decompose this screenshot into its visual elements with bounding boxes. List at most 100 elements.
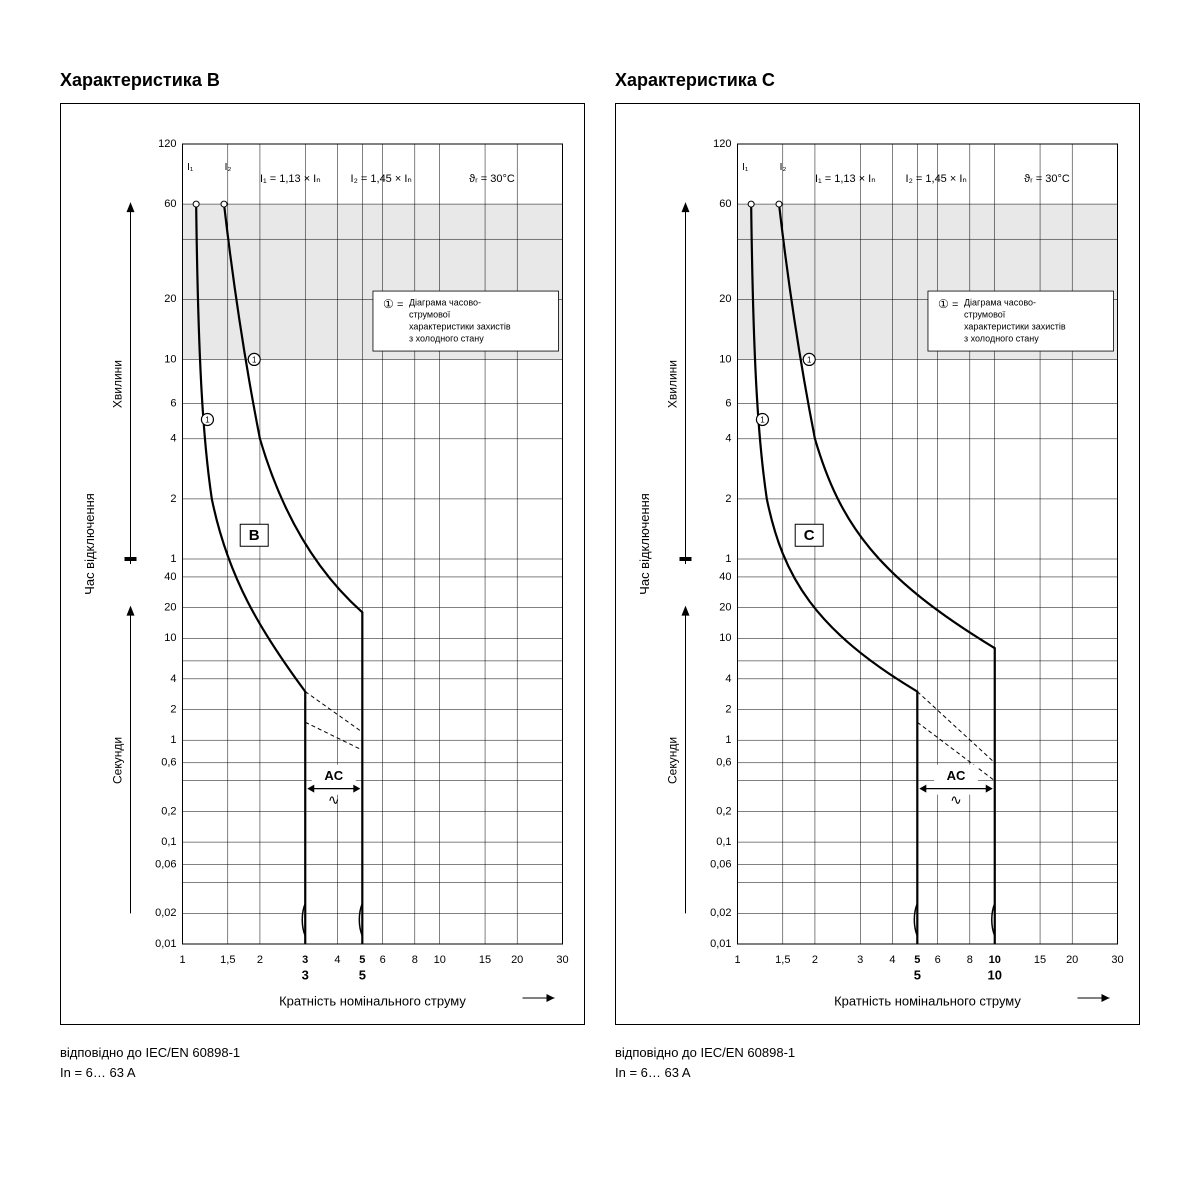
footer-range: In = 6… 63 A [615, 1063, 1140, 1083]
svg-text:40: 40 [719, 571, 731, 583]
svg-text:I₂ = 1,45 × Iₙ: I₂ = 1,45 × Iₙ [351, 173, 412, 185]
svg-text:0,1: 0,1 [716, 836, 731, 848]
panel-footer: відповідно до IEC/EN 60898-1In = 6… 63 A [615, 1043, 1140, 1082]
svg-text:1: 1 [170, 553, 176, 565]
svg-text:0,01: 0,01 [710, 938, 731, 950]
svg-text:4: 4 [334, 954, 340, 966]
svg-text:20: 20 [164, 602, 176, 614]
svg-text:ϑᵣ = 30°C: ϑᵣ = 30°C [1024, 173, 1070, 185]
svg-text:1: 1 [725, 553, 731, 565]
svg-text:15: 15 [479, 954, 491, 966]
svg-text:AC: AC [947, 768, 966, 783]
svg-text:2: 2 [170, 493, 176, 505]
svg-text:20: 20 [511, 954, 523, 966]
svg-text:струмової: струмової [964, 309, 1006, 319]
svg-text:3: 3 [302, 954, 308, 966]
svg-text:=: = [952, 299, 958, 311]
svg-text:30: 30 [556, 954, 568, 966]
svg-text:характеристики захистів: характеристики захистів [409, 321, 511, 331]
svg-text:I₂: I₂ [780, 162, 787, 173]
svg-text:1: 1 [205, 416, 210, 425]
svg-text:3: 3 [302, 967, 309, 982]
svg-text:I₂: I₂ [225, 162, 232, 173]
svg-text:ϑᵣ = 30°C: ϑᵣ = 30°C [469, 173, 515, 185]
svg-text:20: 20 [164, 293, 176, 305]
svg-text:1: 1 [807, 356, 812, 365]
svg-text:10: 10 [164, 632, 176, 644]
svg-text:1: 1 [170, 734, 176, 746]
svg-text:0,02: 0,02 [710, 907, 731, 919]
svg-text:1: 1 [760, 416, 765, 425]
svg-text:6: 6 [170, 398, 176, 410]
svg-text:20: 20 [719, 602, 731, 614]
svg-text:2: 2 [812, 954, 818, 966]
footer-standard: відповідно до IEC/EN 60898-1 [60, 1043, 585, 1063]
svg-text:8: 8 [412, 954, 418, 966]
svg-text:∿: ∿ [950, 791, 962, 807]
svg-text:0,2: 0,2 [716, 805, 731, 817]
svg-text:I₂ = 1,45 × Iₙ: I₂ = 1,45 × Iₙ [906, 173, 967, 185]
svg-text:I₁: I₁ [742, 162, 749, 173]
svg-text:C: C [804, 527, 815, 544]
svg-text:2: 2 [725, 493, 731, 505]
footer-standard: відповідно до IEC/EN 60898-1 [615, 1043, 1140, 1063]
svg-text:0,02: 0,02 [155, 907, 176, 919]
svg-text:10: 10 [989, 954, 1001, 966]
svg-text:I₁ = 1,13 × Iₙ: I₁ = 1,13 × Iₙ [815, 173, 876, 185]
svg-text:5: 5 [359, 967, 366, 982]
svg-text:10: 10 [434, 954, 446, 966]
svg-text:4: 4 [170, 673, 176, 685]
svg-text:0,1: 0,1 [161, 836, 176, 848]
svg-text:10: 10 [988, 967, 1002, 982]
svg-text:2: 2 [725, 703, 731, 715]
svg-text:4: 4 [725, 433, 731, 445]
svg-text:5: 5 [914, 954, 920, 966]
svg-text:0,2: 0,2 [161, 805, 176, 817]
panel-footer: відповідно до IEC/EN 60898-1In = 6… 63 A [60, 1043, 585, 1082]
svg-text:I₁: I₁ [187, 162, 194, 173]
svg-text:Кратність номінального струму: Кратність номінального струму [279, 993, 466, 1008]
svg-text:10: 10 [719, 632, 731, 644]
svg-text:60: 60 [719, 198, 731, 210]
svg-text:Кратність номінального струму: Кратність номінального струму [834, 993, 1021, 1008]
svg-text:1,5: 1,5 [220, 954, 235, 966]
trip-curve-chart: 11,5233455681015203012461020601200,010,0… [61, 104, 584, 1024]
svg-text:15: 15 [1034, 954, 1046, 966]
svg-text:Час відключення: Час відключення [82, 493, 97, 595]
svg-text:8: 8 [967, 954, 973, 966]
svg-text:4: 4 [725, 673, 731, 685]
chart-panel: Характеристика C11,523455681010152030124… [615, 70, 1140, 1082]
svg-text:4: 4 [170, 433, 176, 445]
svg-text:10: 10 [164, 353, 176, 365]
svg-text:I₁ = 1,13 × Iₙ: I₁ = 1,13 × Iₙ [260, 173, 321, 185]
svg-text:AC: AC [324, 768, 343, 783]
svg-text:30: 30 [1111, 954, 1123, 966]
svg-text:1,5: 1,5 [775, 954, 790, 966]
svg-text:①: ① [383, 297, 394, 311]
svg-text:0,6: 0,6 [161, 757, 176, 769]
svg-text:Хвилини: Хвилини [666, 360, 680, 408]
svg-text:з холодного стану: з холодного стану [964, 333, 1039, 343]
svg-text:0,01: 0,01 [155, 938, 176, 950]
svg-text:струмової: струмової [409, 309, 451, 319]
footer-range: In = 6… 63 A [60, 1063, 585, 1083]
svg-text:Діаграма часово-: Діаграма часово- [964, 297, 1036, 307]
chart-panel: Характеристика B11,523345568101520301246… [60, 70, 585, 1082]
svg-text:60: 60 [164, 198, 176, 210]
svg-text:3: 3 [857, 954, 863, 966]
chart-box: 11,52345568101015203012461020601200,010,… [615, 103, 1140, 1025]
svg-text:1: 1 [179, 954, 185, 966]
svg-text:5: 5 [359, 954, 365, 966]
svg-text:Хвилини: Хвилини [111, 360, 125, 408]
panel-title: Характеристика B [60, 70, 585, 91]
svg-text:20: 20 [719, 293, 731, 305]
svg-text:з холодного стану: з холодного стану [409, 333, 484, 343]
svg-text:Час відключення: Час відключення [637, 493, 652, 595]
svg-text:1: 1 [734, 954, 740, 966]
svg-text:0,6: 0,6 [716, 757, 731, 769]
svg-text:40: 40 [164, 571, 176, 583]
svg-text:4: 4 [889, 954, 895, 966]
panel-title: Характеристика C [615, 70, 1140, 91]
chart-box: 11,5233455681015203012461020601200,010,0… [60, 103, 585, 1025]
svg-text:6: 6 [380, 954, 386, 966]
